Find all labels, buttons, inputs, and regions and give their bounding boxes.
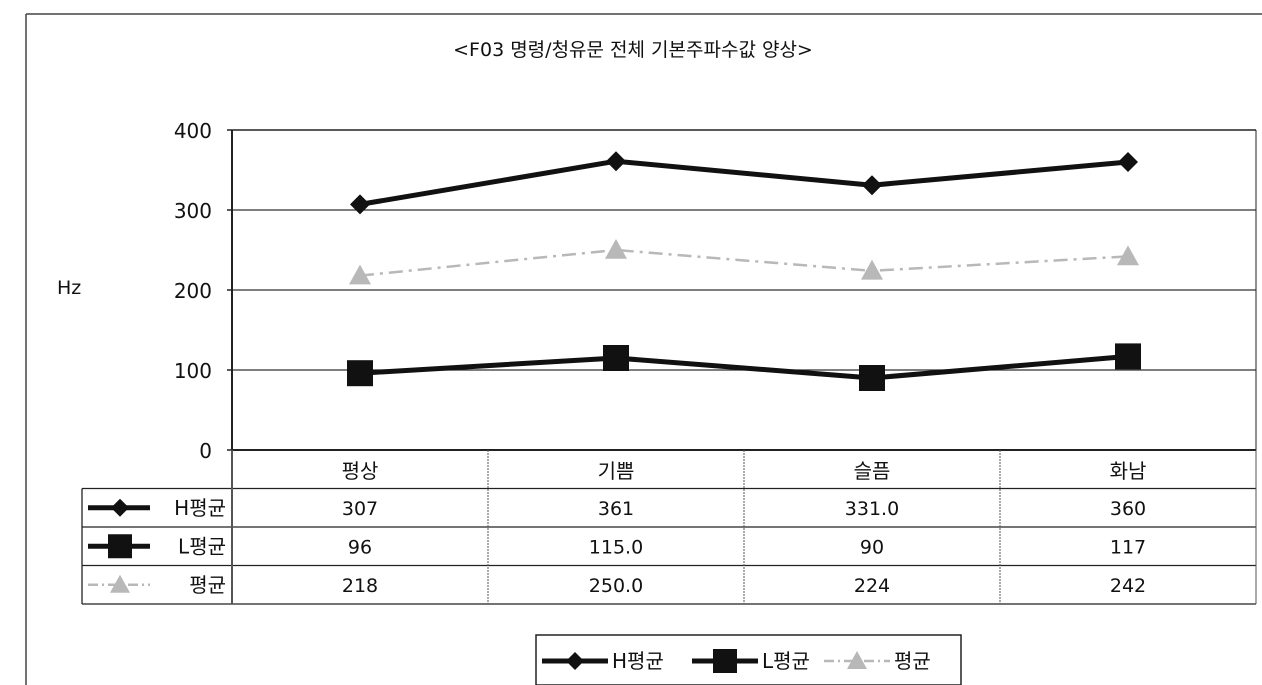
series-3 bbox=[349, 239, 1139, 285]
y-tick-label: 300 bbox=[174, 199, 212, 223]
data-point bbox=[861, 259, 883, 280]
data-label: 117 bbox=[1110, 536, 1146, 558]
data-label: 331.0 bbox=[845, 498, 899, 520]
legend-key-marker bbox=[847, 651, 867, 669]
legend-key-marker bbox=[713, 649, 737, 673]
data-point bbox=[605, 239, 627, 259]
legend: H평균 L평균 평균 bbox=[542, 649, 931, 673]
data-point bbox=[349, 264, 371, 285]
y-tick-label: 0 bbox=[199, 439, 212, 463]
legend-item: L평균 bbox=[692, 649, 810, 673]
category-label: 화남 bbox=[1110, 459, 1147, 483]
data-table: 평상 기쁨 슬픔 화남 H평균 307 361 331.0 360 L평균 96 115.0 90 117… bbox=[81, 449, 1257, 605]
legend-label: H평균 bbox=[612, 649, 664, 673]
category-label: 평상 bbox=[342, 459, 379, 483]
data-label: 115.0 bbox=[589, 536, 643, 558]
data-label: 96 bbox=[348, 536, 372, 558]
legend-key-marker bbox=[566, 652, 584, 670]
data-point bbox=[862, 175, 882, 196]
data-label: 90 bbox=[860, 536, 884, 558]
data-label: 360 bbox=[1110, 498, 1146, 520]
data-label: 224 bbox=[854, 575, 890, 597]
legend-item: H평균 bbox=[542, 649, 664, 673]
series-line bbox=[359, 248, 1129, 277]
series-1 bbox=[350, 151, 1138, 215]
data-point bbox=[1115, 343, 1141, 370]
legend-label: L평균 bbox=[762, 649, 810, 673]
data-point bbox=[1118, 152, 1138, 172]
row-key-marker bbox=[110, 574, 130, 593]
data-label: 307 bbox=[342, 498, 378, 520]
series-line bbox=[359, 158, 1129, 207]
y-tick-label: 100 bbox=[174, 359, 212, 383]
series-lines bbox=[347, 151, 1141, 391]
row-header: H평균 bbox=[174, 496, 226, 520]
y-tick-labels: 0 100 200 300 400 bbox=[174, 119, 212, 463]
data-point bbox=[859, 365, 885, 391]
row-key-marker bbox=[108, 534, 132, 559]
series-2 bbox=[347, 343, 1141, 391]
data-point bbox=[1117, 245, 1139, 266]
data-label: 361 bbox=[598, 498, 634, 520]
data-point bbox=[606, 151, 626, 172]
chart-title: <F03 명령/청유문 전체 기본주파수값 양상> bbox=[453, 39, 813, 61]
category-label: 기쁨 bbox=[598, 459, 635, 483]
data-label: 250.0 bbox=[589, 575, 643, 597]
legend-item: 평균 bbox=[824, 649, 931, 673]
y-tick-label: 200 bbox=[174, 279, 212, 303]
row-header: 평균 bbox=[189, 573, 226, 597]
y-tick-label: 400 bbox=[174, 119, 212, 143]
data-point bbox=[347, 360, 373, 387]
gridlines bbox=[227, 129, 1256, 451]
data-point bbox=[350, 194, 370, 215]
y-axis-label: Hz bbox=[57, 277, 81, 299]
data-label: 242 bbox=[1110, 575, 1146, 597]
legend-label: 평균 bbox=[894, 649, 931, 673]
row-header: L평균 bbox=[178, 534, 226, 558]
data-label: 218 bbox=[342, 575, 378, 597]
data-point bbox=[603, 345, 629, 371]
series-line bbox=[359, 353, 1129, 381]
row-key-marker bbox=[111, 498, 129, 517]
category-label: 슬픔 bbox=[854, 459, 891, 483]
